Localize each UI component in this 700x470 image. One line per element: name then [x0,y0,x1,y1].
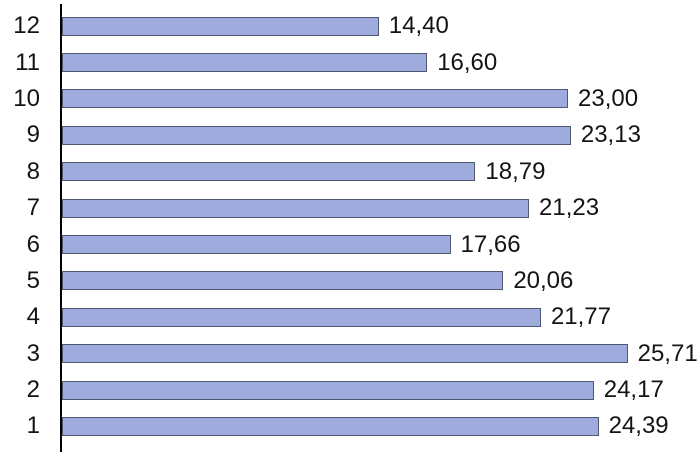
plot-area: 21,23 [62,190,700,226]
value-label: 24,39 [608,412,669,440]
chart-row: 4 21,77 [0,299,700,335]
value-label: 16,60 [437,48,498,76]
chart-row: 7 21,23 [0,190,700,226]
value-label: 24,17 [603,376,664,404]
bar [62,416,599,436]
chart-row: 6 17,66 [0,226,700,262]
plot-area: 23,00 [62,81,700,117]
bar [62,307,541,327]
bar [62,162,476,182]
plot-area: 23,13 [62,117,700,153]
bar [62,380,594,400]
plot-area: 20,06 [62,263,700,299]
chart-row: 8 18,79 [0,154,700,190]
y-axis-line [60,4,62,452]
value-label: 23,13 [580,121,641,149]
chart-row: 10 23,00 [0,81,700,117]
value-label: 21,77 [550,303,611,331]
plot-area: 18,79 [62,154,700,190]
bar [62,125,571,145]
category-label: 9 [26,121,40,149]
bar [62,235,451,255]
plot-area: 14,40 [62,8,700,44]
category-label: 10 [13,84,40,112]
chart-row: 12 14,40 [0,8,700,44]
plot-area: 25,71 [62,336,700,372]
plot-area: 21,77 [62,299,700,335]
plot-area: 24,17 [62,372,700,408]
chart-row: 11 16,60 [0,44,700,80]
chart-row: 2 24,17 [0,372,700,408]
plot-area: 24,39 [62,408,700,444]
chart-row: 1 24,39 [0,408,700,444]
bar [62,271,504,291]
category-label: 1 [26,412,40,440]
bar [62,198,530,218]
category-label: 3 [26,339,40,367]
chart-row: 5 20,06 [0,263,700,299]
plot-area: 16,60 [62,44,700,80]
bar [62,89,568,109]
category-label: 11 [15,48,40,76]
bar [62,53,428,73]
category-label: 2 [26,376,40,404]
value-label: 21,23 [539,194,600,222]
chart-rows: 12 14,40 11 16,60 10 23,00 9 23,13 8 18,… [0,8,700,445]
category-label: 4 [26,303,40,331]
plot-area: 17,66 [62,226,700,262]
category-label: 8 [26,157,40,185]
value-label: 17,66 [460,230,521,258]
bar [62,344,628,364]
category-label: 5 [26,266,40,294]
bar [62,16,379,36]
value-label: 18,79 [485,157,546,185]
value-label: 23,00 [578,84,639,112]
value-label: 14,40 [388,12,449,40]
chart-row: 9 23,13 [0,117,700,153]
value-label: 25,71 [637,339,698,367]
category-label: 12 [13,12,40,40]
value-label: 20,06 [513,266,574,294]
category-label: 7 [26,194,40,222]
category-label: 6 [26,230,40,258]
chart-row: 3 25,71 [0,336,700,372]
